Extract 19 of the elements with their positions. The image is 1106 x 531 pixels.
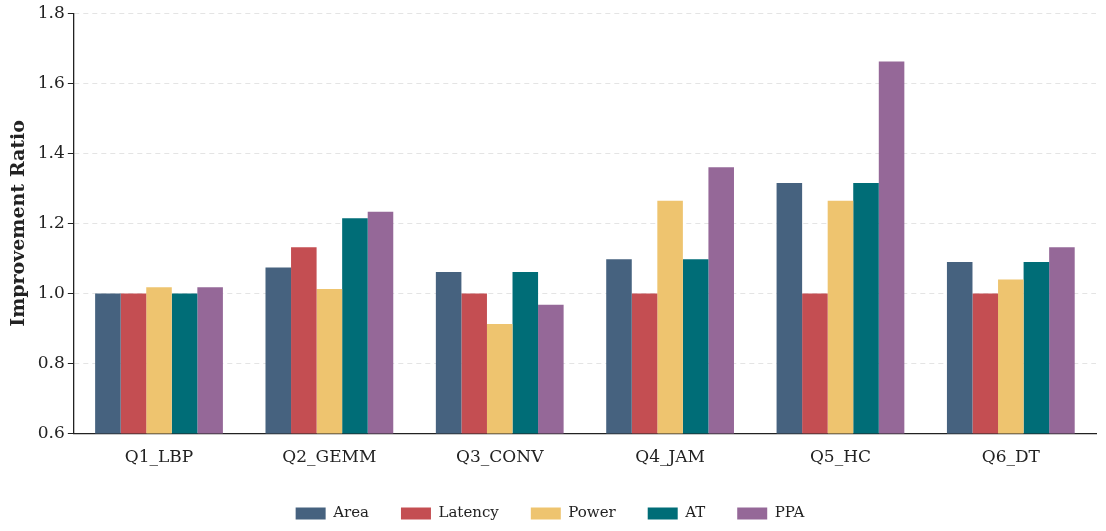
- y-tick-label: 1.0: [37, 281, 65, 302]
- x-tick-label: Q6_DT: [981, 446, 1041, 467]
- y-tick-label: 1.2: [37, 211, 65, 232]
- x-tick-label: Q3_CONV: [456, 446, 545, 467]
- legend-label: Latency: [438, 503, 500, 522]
- legend-label: Area: [332, 503, 370, 522]
- x-tick-label: Q1_LBP: [124, 446, 194, 467]
- y-tick-label: 1.8: [37, 1, 65, 22]
- y-tick-label: 0.6: [37, 422, 65, 443]
- x-tick-label: Q5_HC: [809, 446, 872, 467]
- x-tick-label: Q4_JAM: [635, 446, 705, 467]
- y-axis-title: Improvement Ratio: [6, 120, 29, 327]
- legend-label: Power: [568, 503, 617, 522]
- y-tick-label: 0.8: [37, 351, 65, 372]
- x-tick-label: Q2_GEMM: [282, 446, 377, 467]
- y-tick-label: 1.6: [37, 71, 65, 92]
- legend-label: PPA: [774, 503, 805, 522]
- y-tick-label: 1.4: [37, 141, 65, 162]
- legend-label: AT: [684, 503, 706, 522]
